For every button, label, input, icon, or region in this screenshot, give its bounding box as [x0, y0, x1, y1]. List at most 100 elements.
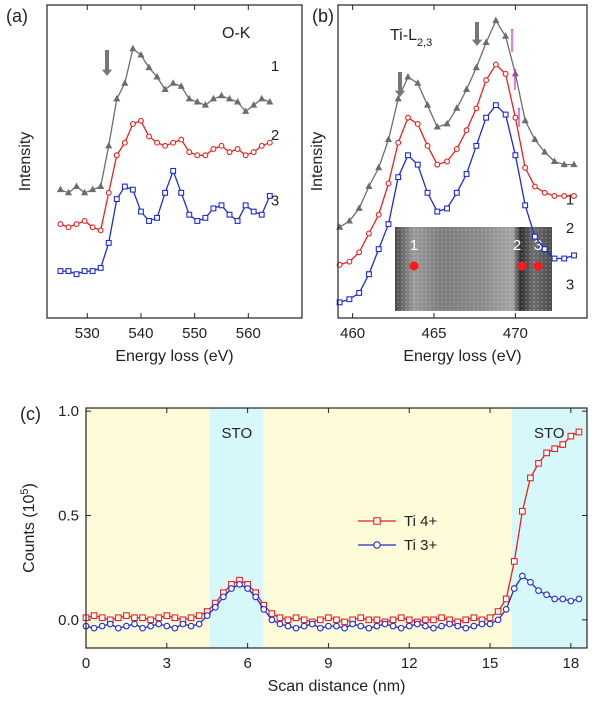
- marker: [502, 32, 510, 39]
- marker: [444, 158, 450, 165]
- region: [511, 408, 587, 648]
- marker: [129, 186, 136, 193]
- marker: [234, 146, 241, 152]
- marker: [90, 624, 98, 632]
- marker: [146, 218, 152, 224]
- marker: [414, 79, 422, 86]
- plot-frame: [85, 407, 588, 649]
- marker: [483, 114, 490, 121]
- marker: [541, 148, 549, 155]
- marker: [250, 101, 258, 108]
- marker: [201, 101, 209, 108]
- y-axis-label: Intensity: [17, 132, 34, 192]
- region: [86, 408, 210, 648]
- legend-marker: [373, 541, 381, 549]
- peak-arrow-head: [517, 108, 521, 110]
- marker: [89, 185, 97, 193]
- marker: [438, 622, 445, 630]
- marker: [244, 585, 251, 592]
- marker: [389, 616, 397, 624]
- x-tick-label: 530: [75, 325, 100, 342]
- marker: [444, 205, 450, 212]
- marker: [226, 149, 233, 156]
- marker: [89, 224, 96, 231]
- marker: [543, 449, 550, 457]
- marker: [519, 507, 526, 515]
- marker: [64, 188, 73, 196]
- marker: [375, 246, 382, 253]
- marker: [210, 205, 217, 212]
- x-tick-label: 18: [562, 655, 579, 672]
- series-line: [60, 47, 271, 194]
- arrow-head: [101, 69, 113, 76]
- marker: [258, 94, 266, 102]
- marker: [550, 157, 559, 164]
- marker: [203, 612, 211, 620]
- marker: [355, 204, 363, 211]
- marker: [218, 142, 225, 149]
- marker: [260, 606, 268, 613]
- annotation-sub: 2,3: [417, 37, 432, 49]
- marker: [146, 133, 152, 140]
- marker: [541, 189, 548, 196]
- marker: [438, 614, 445, 622]
- marker: [81, 188, 89, 196]
- marker: [137, 117, 144, 124]
- marker: [502, 111, 509, 118]
- inset-atoms: [395, 227, 552, 311]
- marker: [73, 271, 80, 278]
- x-axis-label: Scan distance (nm): [268, 678, 406, 695]
- marker: [316, 616, 324, 624]
- marker: [129, 120, 136, 127]
- marker: [357, 614, 365, 622]
- legend-label: Ti 4+: [404, 513, 437, 530]
- y-axis-label: Counts (105): [19, 483, 38, 573]
- marker: [171, 614, 179, 622]
- marker: [242, 152, 249, 159]
- marker: [73, 221, 80, 228]
- marker: [105, 239, 112, 246]
- x-tick-label: 465: [422, 325, 447, 342]
- marker: [171, 624, 179, 632]
- marker: [575, 428, 583, 436]
- marker: [486, 620, 494, 628]
- marker: [463, 171, 470, 177]
- x-tick-label: 0: [82, 655, 90, 672]
- series-label: 1: [566, 192, 574, 209]
- marker: [131, 620, 138, 628]
- marker: [236, 580, 243, 588]
- marker: [123, 612, 130, 620]
- marker: [567, 432, 575, 440]
- marker: [162, 189, 169, 196]
- marker: [570, 160, 578, 168]
- marker: [365, 616, 373, 624]
- marker: [453, 146, 460, 152]
- y-axis-label-part: 5: [19, 488, 31, 494]
- marker: [551, 445, 559, 453]
- marker: [571, 252, 577, 259]
- marker: [276, 614, 284, 622]
- marker: [234, 98, 242, 105]
- marker: [482, 38, 490, 46]
- marker: [365, 624, 373, 632]
- marker: [266, 139, 273, 146]
- marker: [453, 104, 461, 111]
- marker: [414, 120, 421, 127]
- marker: [470, 614, 478, 622]
- marker: [375, 163, 383, 171]
- marker: [494, 616, 502, 624]
- marker: [234, 218, 241, 224]
- annotation: Ti-L2,3: [390, 27, 432, 49]
- y-axis-label-part: ): [21, 483, 38, 488]
- marker: [394, 94, 402, 102]
- marker: [139, 624, 146, 632]
- marker: [161, 85, 169, 92]
- marker: [365, 230, 372, 237]
- marker: [521, 116, 529, 124]
- y-tick-label: 0.5: [58, 507, 79, 524]
- marker: [531, 135, 539, 143]
- marker: [194, 218, 201, 224]
- marker: [137, 208, 144, 215]
- marker: [193, 98, 201, 105]
